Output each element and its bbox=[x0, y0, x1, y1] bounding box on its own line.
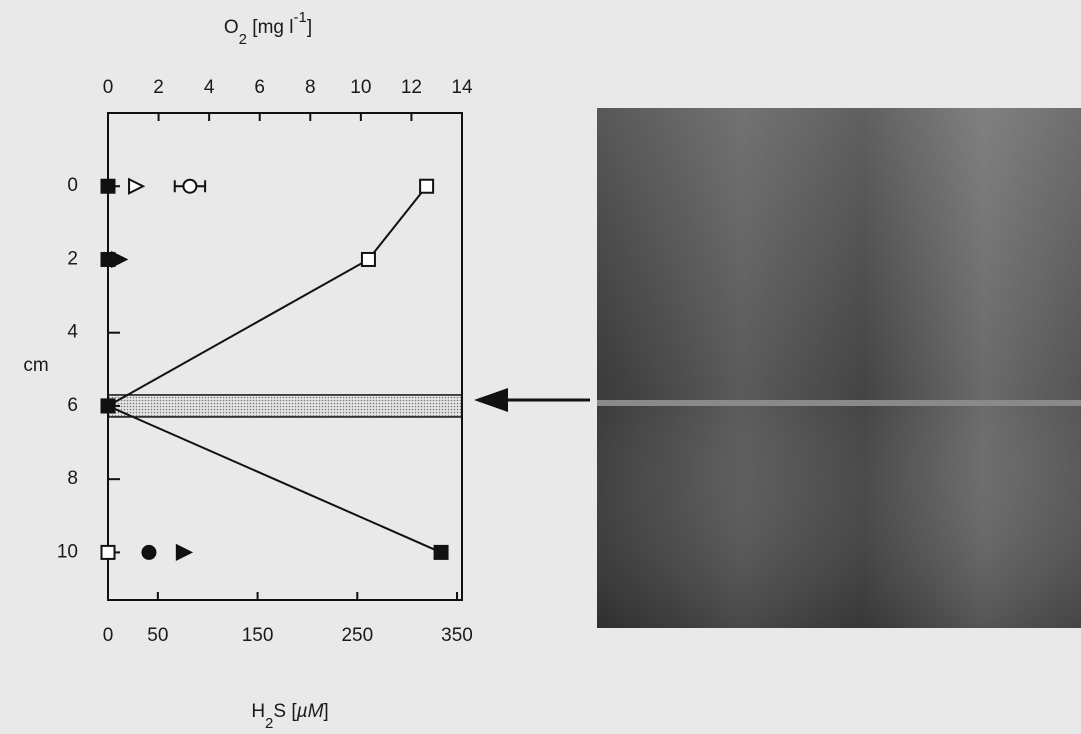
square-marker bbox=[102, 546, 115, 559]
y-tick-label: 6 bbox=[67, 395, 78, 416]
top-tick-label: 14 bbox=[451, 77, 473, 98]
photo-layer bbox=[597, 400, 1081, 406]
top-tick-label: 0 bbox=[103, 77, 114, 98]
profile-line bbox=[108, 186, 427, 552]
figure: O2 [mg l-1] H2S [µM] cm 0246810121405015… bbox=[0, 0, 1081, 734]
bottom-tick-label: 0 bbox=[103, 625, 114, 646]
circle-marker bbox=[183, 180, 196, 193]
triangle-marker bbox=[129, 179, 143, 193]
label-part: [mg l bbox=[247, 17, 293, 38]
bottom-tick-label: 50 bbox=[147, 625, 168, 646]
triangle-marker bbox=[177, 545, 191, 559]
top-tick-label: 10 bbox=[350, 77, 371, 98]
highlight-band bbox=[108, 395, 462, 417]
square-marker bbox=[420, 180, 433, 193]
label-subscript: 2 bbox=[265, 715, 273, 732]
square-marker bbox=[102, 399, 115, 412]
plot-frame bbox=[108, 113, 462, 600]
bottom-tick-label: 350 bbox=[441, 625, 473, 646]
square-marker bbox=[435, 546, 448, 559]
square-marker bbox=[102, 180, 115, 193]
bottom-tick-label: 250 bbox=[341, 625, 373, 646]
arrow-head bbox=[474, 388, 508, 412]
top-axis-label: O2 [mg l-1] bbox=[224, 9, 312, 48]
y-tick-label: 2 bbox=[67, 248, 78, 269]
top-tick-label: 12 bbox=[401, 77, 422, 98]
label-part: O bbox=[224, 17, 239, 38]
y-tick-label: 10 bbox=[57, 541, 78, 562]
label-part: ] bbox=[323, 701, 328, 722]
y-axis-label: cm bbox=[23, 355, 48, 376]
y-tick-label: 0 bbox=[67, 175, 78, 196]
top-tick-label: 2 bbox=[153, 77, 164, 98]
label-superscript: -1 bbox=[293, 9, 306, 26]
circle-marker bbox=[142, 546, 155, 559]
bottom-axis-label: H2S [µM] bbox=[251, 701, 328, 732]
y-tick-label: 8 bbox=[67, 468, 78, 489]
label-part: ] bbox=[307, 17, 312, 38]
triangle-marker bbox=[112, 252, 126, 266]
square-marker bbox=[362, 253, 375, 266]
top-tick-label: 4 bbox=[204, 77, 215, 98]
photo-shade bbox=[597, 108, 1081, 628]
label-part: S [ bbox=[273, 701, 297, 722]
label-part: H bbox=[251, 701, 265, 722]
label-subscript: 2 bbox=[239, 31, 247, 48]
top-tick-label: 6 bbox=[254, 77, 265, 98]
label-part: µM bbox=[296, 701, 324, 722]
y-tick-label: 4 bbox=[67, 322, 78, 343]
profile-line bbox=[108, 186, 441, 552]
bottom-tick-label: 150 bbox=[242, 625, 274, 646]
top-tick-label: 8 bbox=[305, 77, 316, 98]
